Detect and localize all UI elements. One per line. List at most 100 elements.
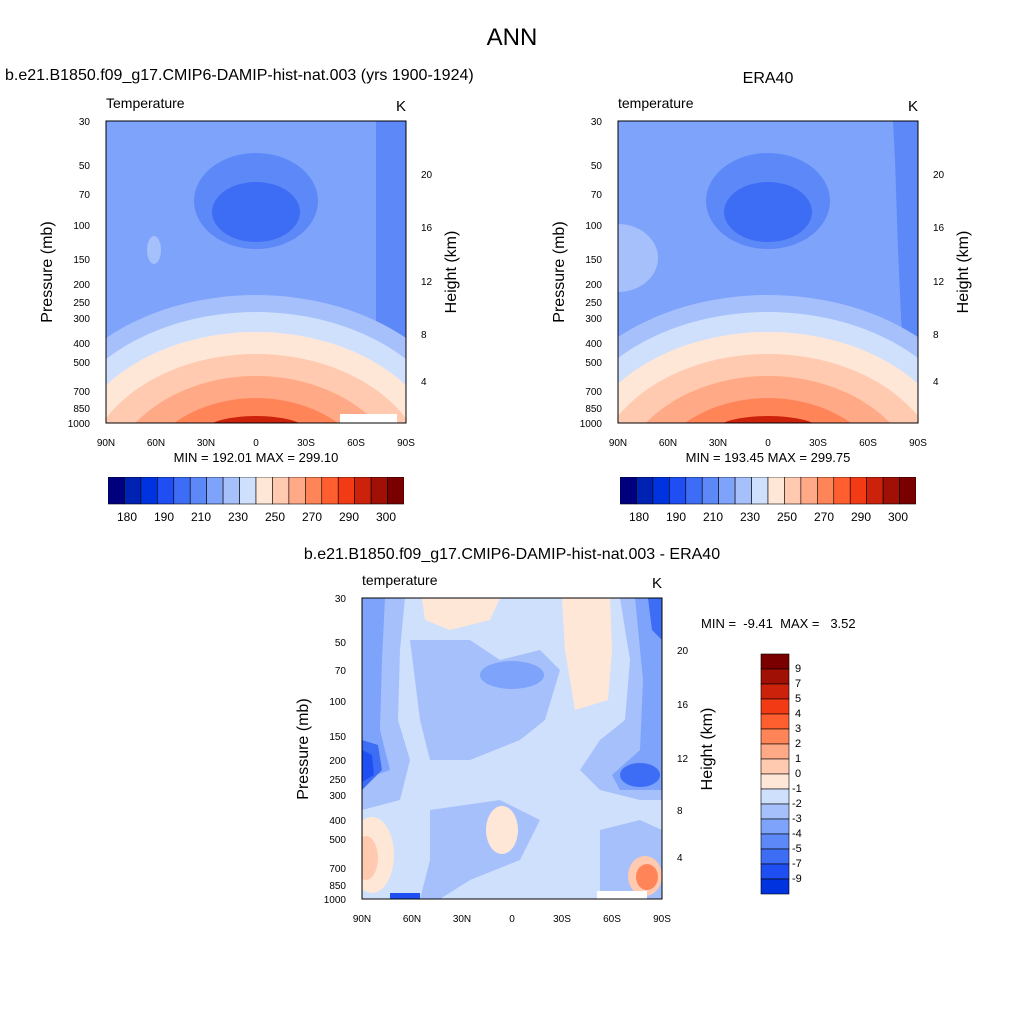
- y-tick: 200: [329, 756, 346, 767]
- panel-3-subtitle-right: K: [652, 575, 662, 592]
- colorbar-swatch: [157, 477, 175, 505]
- y-tick: 700: [329, 864, 346, 875]
- right-tick: 8: [677, 806, 683, 817]
- y-tick: 70: [335, 666, 347, 677]
- colorbar-swatch: [239, 477, 257, 505]
- colorbar-swatch: [760, 683, 790, 700]
- right-tick: 8: [933, 330, 939, 341]
- right-tick: 8: [421, 330, 427, 341]
- panel-3-colorbar: 9 7 5 4 3 2 1 0 -1 -2 -3 -4 -5 -7 -9: [760, 653, 802, 895]
- colorbar-swatch: [734, 477, 752, 505]
- y-tick: 850: [585, 404, 602, 415]
- x-tick: 0: [509, 914, 515, 925]
- panel-2-y-ticks: 30 50 70 100 150 200 250 300 400 500 700…: [580, 117, 603, 430]
- colorbar-swatch: [354, 477, 372, 505]
- y-tick: 500: [329, 835, 346, 846]
- colorbar-label: 290: [851, 510, 871, 524]
- right-tick: 12: [933, 277, 945, 288]
- colorbar-label: 3: [795, 723, 801, 735]
- panel-3-ylabel: Pressure (mb): [295, 698, 312, 799]
- colorbar-swatch: [760, 788, 790, 805]
- y-tick: 250: [73, 298, 90, 309]
- x-tick: 60N: [659, 438, 677, 448]
- y-tick: 200: [73, 280, 90, 291]
- colorbar-swatch: [189, 477, 207, 505]
- panel-1-title: b.e21.B1850.f09_g17.CMIP6-DAMIP-hist-nat…: [5, 67, 474, 84]
- colorbar-swatch: [124, 477, 142, 505]
- x-tick: 90S: [653, 914, 671, 925]
- y-tick: 30: [591, 117, 603, 128]
- colorbar-swatch: [760, 653, 790, 670]
- panel-2-right-ticks: 20 16 12 8 4: [933, 170, 945, 388]
- colorbar-swatch: [636, 477, 654, 505]
- colorbar-swatch: [784, 477, 802, 505]
- colorbar-swatch: [751, 477, 769, 505]
- colorbar-swatch: [272, 477, 290, 505]
- y-tick: 100: [585, 221, 602, 232]
- y-tick: 30: [335, 594, 347, 605]
- y-tick: 250: [329, 775, 346, 786]
- x-tick: 30N: [197, 438, 215, 448]
- right-tick: 16: [933, 223, 945, 234]
- panel-2-plot: temperature K 30 50 70 100 150 200 250 3…: [551, 95, 972, 448]
- colorbar-swatch: [760, 758, 790, 775]
- colorbar-swatch: [305, 477, 323, 505]
- y-tick: 300: [585, 314, 602, 325]
- x-tick: 0: [253, 438, 259, 448]
- colorbar-swatch: [760, 863, 790, 880]
- colorbar-label: 210: [191, 510, 211, 524]
- x-tick: 90S: [397, 438, 415, 448]
- x-tick: 60N: [147, 438, 165, 448]
- y-tick: 100: [329, 697, 346, 708]
- colorbar-label: 180: [629, 510, 649, 524]
- x-tick: 30N: [709, 438, 727, 448]
- panel-2-stats: MIN = 193.45 MAX = 299.75: [685, 450, 851, 465]
- colorbar-label: 270: [814, 510, 834, 524]
- x-tick: 90N: [353, 914, 371, 925]
- right-tick: 4: [933, 377, 939, 388]
- y-tick: 30: [79, 117, 91, 128]
- panel-1-plot: Temperature K 30 50 70 100 150 200 250 3…: [39, 95, 460, 448]
- panel-3-stats: MIN = -9.41 MAX = 3.52: [701, 616, 856, 631]
- y-tick: 300: [73, 314, 90, 325]
- y-tick: 300: [329, 791, 346, 802]
- right-tick: 4: [421, 377, 427, 388]
- colorbar-swatch: [760, 743, 790, 760]
- panel-2-colorbar-labels: 180 190 210 230 250 270 290 300: [629, 510, 908, 524]
- y-tick: 70: [79, 190, 91, 201]
- colorbar-swatch: [718, 477, 736, 505]
- colorbar-label: 250: [777, 510, 797, 524]
- panel-3-subtitle-left: temperature: [362, 572, 438, 588]
- panel-3-contours: [362, 598, 662, 899]
- y-tick: 1000: [580, 419, 603, 430]
- colorbar-label: 190: [666, 510, 686, 524]
- colorbar-swatch: [108, 477, 125, 505]
- panel-1-ylabel: Pressure (mb): [39, 221, 56, 322]
- panel-3-plot: temperature K 30 50 70 100 150: [295, 572, 716, 925]
- x-tick: 90N: [609, 438, 627, 448]
- panel-1-subtitle-right: K: [396, 98, 406, 115]
- y-tick: 700: [73, 387, 90, 398]
- y-tick: 200: [585, 280, 602, 291]
- x-tick: 60N: [403, 914, 421, 925]
- right-tick: 20: [421, 170, 433, 181]
- colorbar-swatch: [288, 477, 306, 505]
- panel-1-colorbar-labels: 180 190 210 230 250 270 290 300: [117, 510, 396, 524]
- colorbar-swatch: [685, 477, 703, 505]
- colorbar-swatch: [387, 477, 404, 505]
- x-tick: 60S: [347, 438, 365, 448]
- colorbar-label: 1: [795, 753, 801, 765]
- panel-3-ylabel-right: Height (km): [699, 708, 716, 791]
- colorbar-swatch: [760, 713, 790, 730]
- colorbar-swatch: [833, 477, 851, 505]
- colorbar-swatch: [255, 477, 273, 505]
- panel-3-colorbar-labels: 9 7 5 4 3 2 1 0 -1 -2 -3 -4 -5 -7 -9: [792, 663, 802, 885]
- panel-1-colorbar: 180 190 210 230 250 270 290 300: [108, 477, 404, 524]
- colorbar-label: 0: [795, 768, 801, 780]
- colorbar-swatch: [760, 728, 790, 745]
- colorbar-swatch: [760, 773, 790, 790]
- colorbar-swatch: [760, 803, 790, 820]
- panel-2-subtitle-right: K: [908, 98, 918, 115]
- y-tick: 50: [79, 161, 91, 172]
- colorbar-label: -9: [792, 873, 802, 885]
